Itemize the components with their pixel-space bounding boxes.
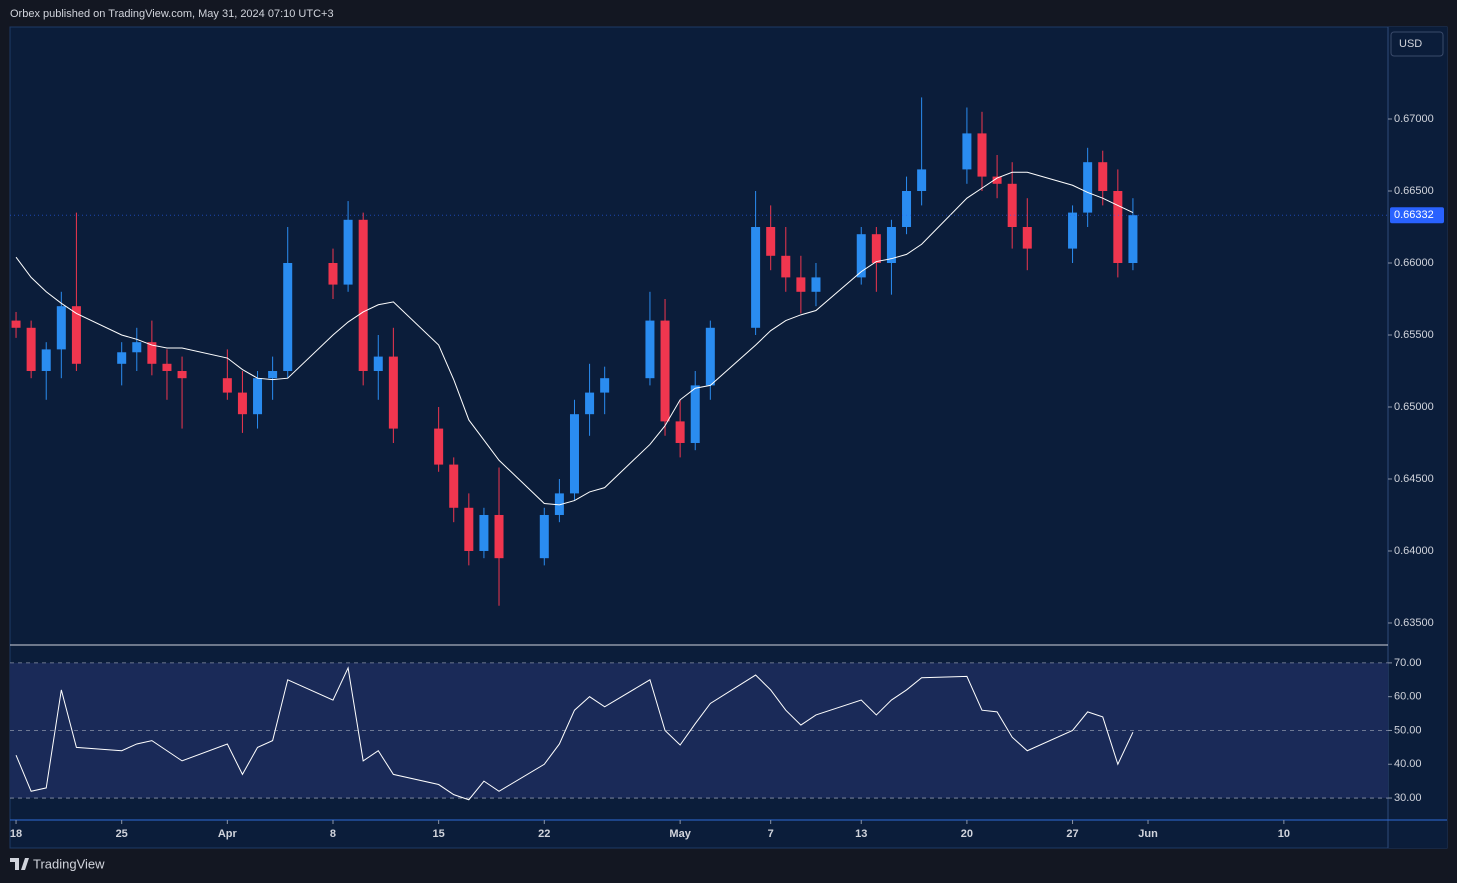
candle-body [645, 320, 655, 379]
x-tick-label: 10 [1278, 828, 1290, 840]
candle-body [690, 385, 700, 443]
y-tick-label: 50.00 [1394, 724, 1422, 736]
candle-body [705, 327, 715, 386]
x-tick-label: Jun [1138, 828, 1158, 840]
candle-body [434, 428, 444, 465]
candle-body [328, 262, 338, 285]
candle-body [1022, 226, 1032, 249]
y-tick-label: 0.65000 [1394, 401, 1434, 413]
price-axis [1388, 27, 1447, 848]
candle-body [1128, 215, 1138, 263]
candle-body [479, 514, 489, 551]
x-tick-label: 18 [10, 828, 22, 840]
candle-body [494, 514, 504, 559]
candle-body [811, 277, 821, 292]
candle-body [1068, 212, 1078, 249]
y-tick-label: 60.00 [1394, 691, 1422, 703]
x-tick-label: Apr [218, 828, 238, 840]
x-tick-label: May [669, 828, 691, 840]
brand-logo [10, 858, 29, 870]
x-tick-label: 20 [961, 828, 973, 840]
y-tick-label: 0.67000 [1394, 113, 1434, 125]
candle-body [117, 352, 127, 364]
candle-body [147, 342, 157, 364]
candle-body [977, 133, 987, 177]
candle-body [660, 320, 670, 422]
publisher-line: Orbex published on TradingView.com, May … [10, 8, 334, 20]
x-tick-label: 7 [768, 828, 774, 840]
candle-body [358, 219, 368, 371]
y-tick-label: 0.65500 [1394, 329, 1434, 341]
candle-body [675, 421, 685, 443]
y-tick-label: 40.00 [1394, 758, 1422, 770]
candle-body [268, 370, 278, 379]
candle-body [449, 464, 459, 508]
candle-body [796, 277, 806, 292]
candle-body [162, 363, 172, 371]
currency-label: USD [1399, 38, 1422, 50]
rsi-line [15, 666, 1134, 801]
x-tick-label: 13 [855, 828, 867, 840]
candle-body [781, 255, 791, 278]
candle-body [917, 169, 927, 191]
candle-body [177, 370, 187, 379]
candle-body [992, 176, 1002, 184]
candle-body [1083, 162, 1093, 213]
y-tick-label: 0.64000 [1394, 545, 1434, 557]
candle-body [41, 349, 51, 371]
candle-body [886, 226, 896, 263]
candle-body [1113, 190, 1123, 263]
candle-body [554, 493, 564, 515]
moving-average [15, 171, 1134, 506]
y-tick-label: 0.66000 [1394, 257, 1434, 269]
last-price-tag [1390, 207, 1444, 224]
y-tick-label: 0.64500 [1394, 473, 1434, 485]
candle-body [766, 226, 776, 256]
candle-body [539, 514, 549, 559]
candle-body [871, 234, 881, 263]
x-tick-label: 27 [1066, 828, 1078, 840]
candle-body [1098, 162, 1108, 191]
last-price-label: 0.66332 [1394, 209, 1434, 221]
candle-body [373, 356, 383, 371]
candle-body [856, 234, 866, 278]
candle-body [464, 507, 474, 551]
candle-body [751, 226, 761, 328]
brand: TradingView [33, 856, 105, 871]
candle-body [253, 378, 263, 415]
y-tick-label: 0.66500 [1394, 185, 1434, 197]
candle-body [132, 342, 142, 353]
x-tick-label: 22 [538, 828, 550, 840]
y-tick-label: 70.00 [1394, 657, 1422, 669]
candle-body [71, 306, 81, 364]
candle-body [388, 356, 398, 429]
candle-body [222, 378, 232, 393]
currency-button[interactable] [1390, 31, 1444, 57]
candle-body [237, 392, 247, 415]
candle-body [26, 327, 36, 371]
candle-body [1007, 183, 1017, 227]
candle-body [600, 378, 610, 393]
candle-body [11, 320, 21, 328]
y-tick-label: 30.00 [1394, 792, 1422, 804]
candle-body [585, 392, 595, 415]
candle-body [283, 262, 293, 371]
x-tick-label: 15 [433, 828, 445, 840]
candle-body [569, 414, 579, 494]
candle-body [962, 133, 972, 170]
candle-body [343, 219, 353, 285]
candle-body [902, 190, 912, 227]
candle-body [56, 306, 66, 350]
y-tick-label: 0.63500 [1394, 617, 1434, 629]
x-tick-label: 8 [330, 828, 336, 840]
x-tick-label: 25 [116, 828, 128, 840]
